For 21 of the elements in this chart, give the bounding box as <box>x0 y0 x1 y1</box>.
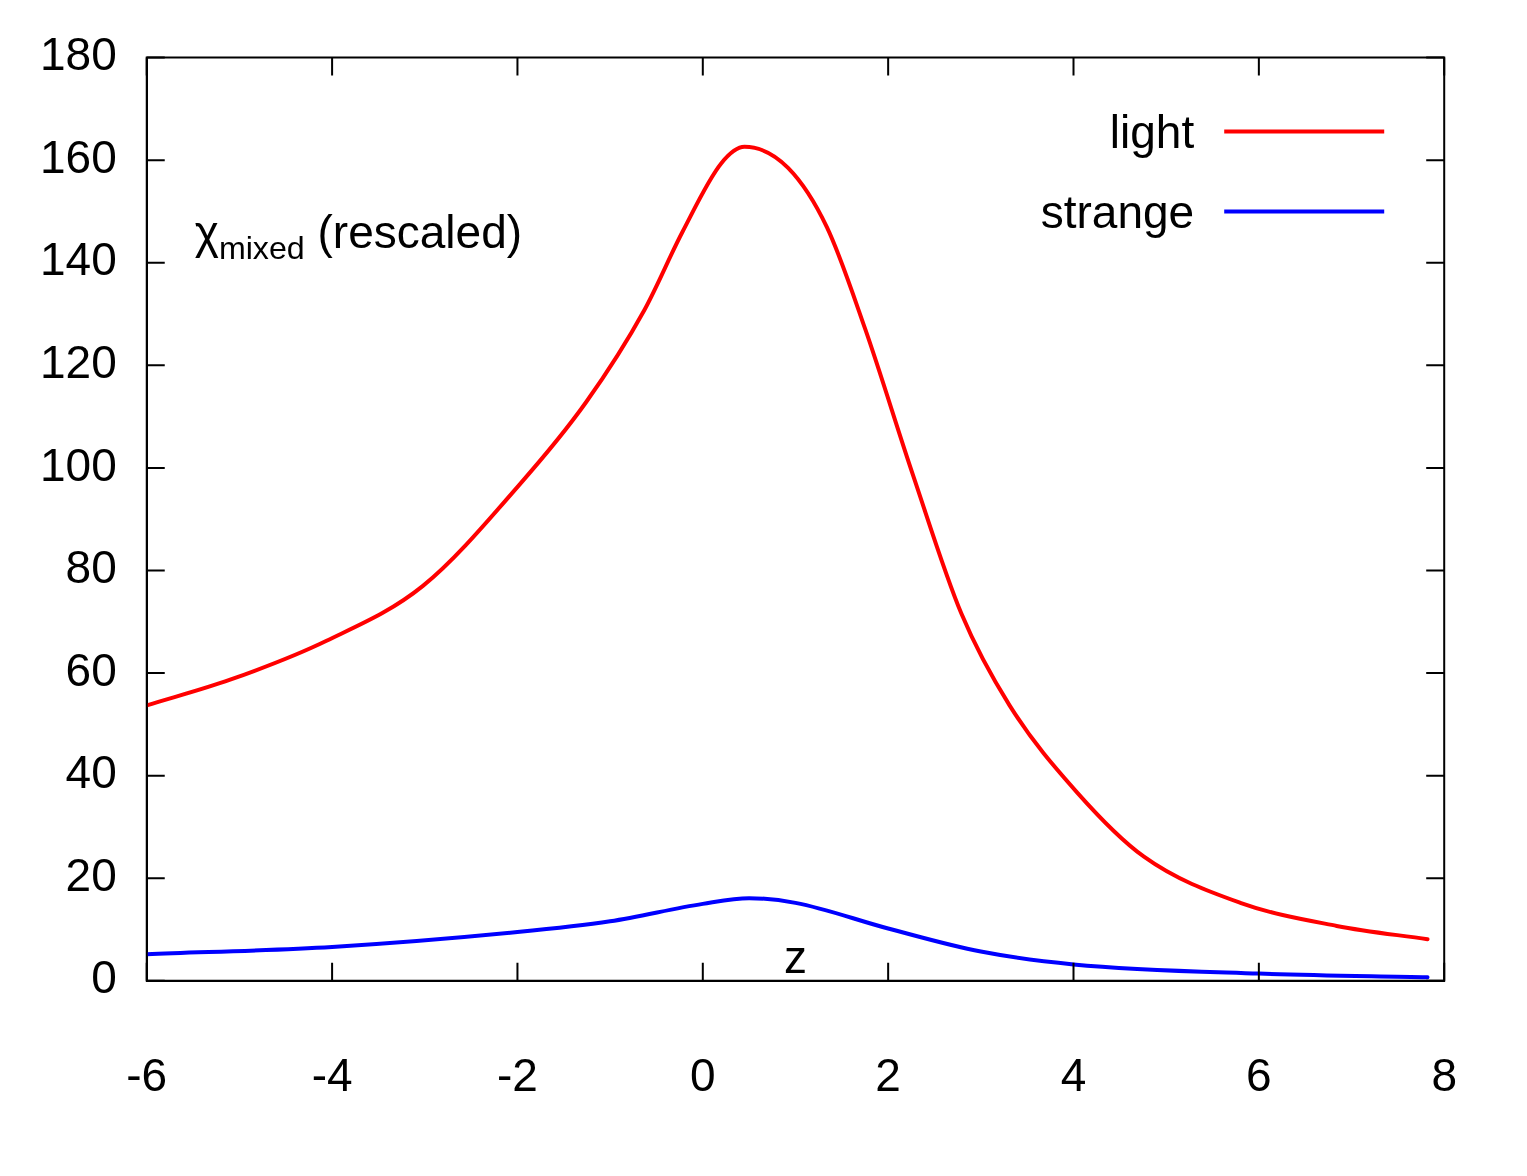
y-tick-label: 20 <box>65 848 117 901</box>
y-tick-label: 40 <box>65 746 117 799</box>
y-tick-label: 100 <box>40 438 117 491</box>
legend-label: light <box>1109 105 1195 158</box>
x-tick-label: 2 <box>875 1049 901 1102</box>
x-tick-label: 0 <box>690 1049 716 1102</box>
x-tick-label: -4 <box>311 1049 353 1102</box>
y-tick-label: 120 <box>40 336 117 389</box>
x-tick-label: -2 <box>497 1049 538 1102</box>
legend-label: strange <box>1040 185 1195 238</box>
x-tick-label: -6 <box>126 1049 168 1102</box>
x-tick-label: 4 <box>1060 1049 1087 1102</box>
y-tick-label: 180 <box>40 28 117 81</box>
y-tick-label: 60 <box>65 643 117 696</box>
x-tick-label: 6 <box>1246 1049 1272 1102</box>
y-tick-label: 80 <box>65 541 117 594</box>
y-tick-label: 140 <box>40 233 117 286</box>
x-tick-label: 8 <box>1431 1049 1458 1102</box>
y-tick-label: 0 <box>91 951 117 1004</box>
x-axis-title: z <box>783 930 807 983</box>
y-tick-label: 160 <box>40 130 117 183</box>
